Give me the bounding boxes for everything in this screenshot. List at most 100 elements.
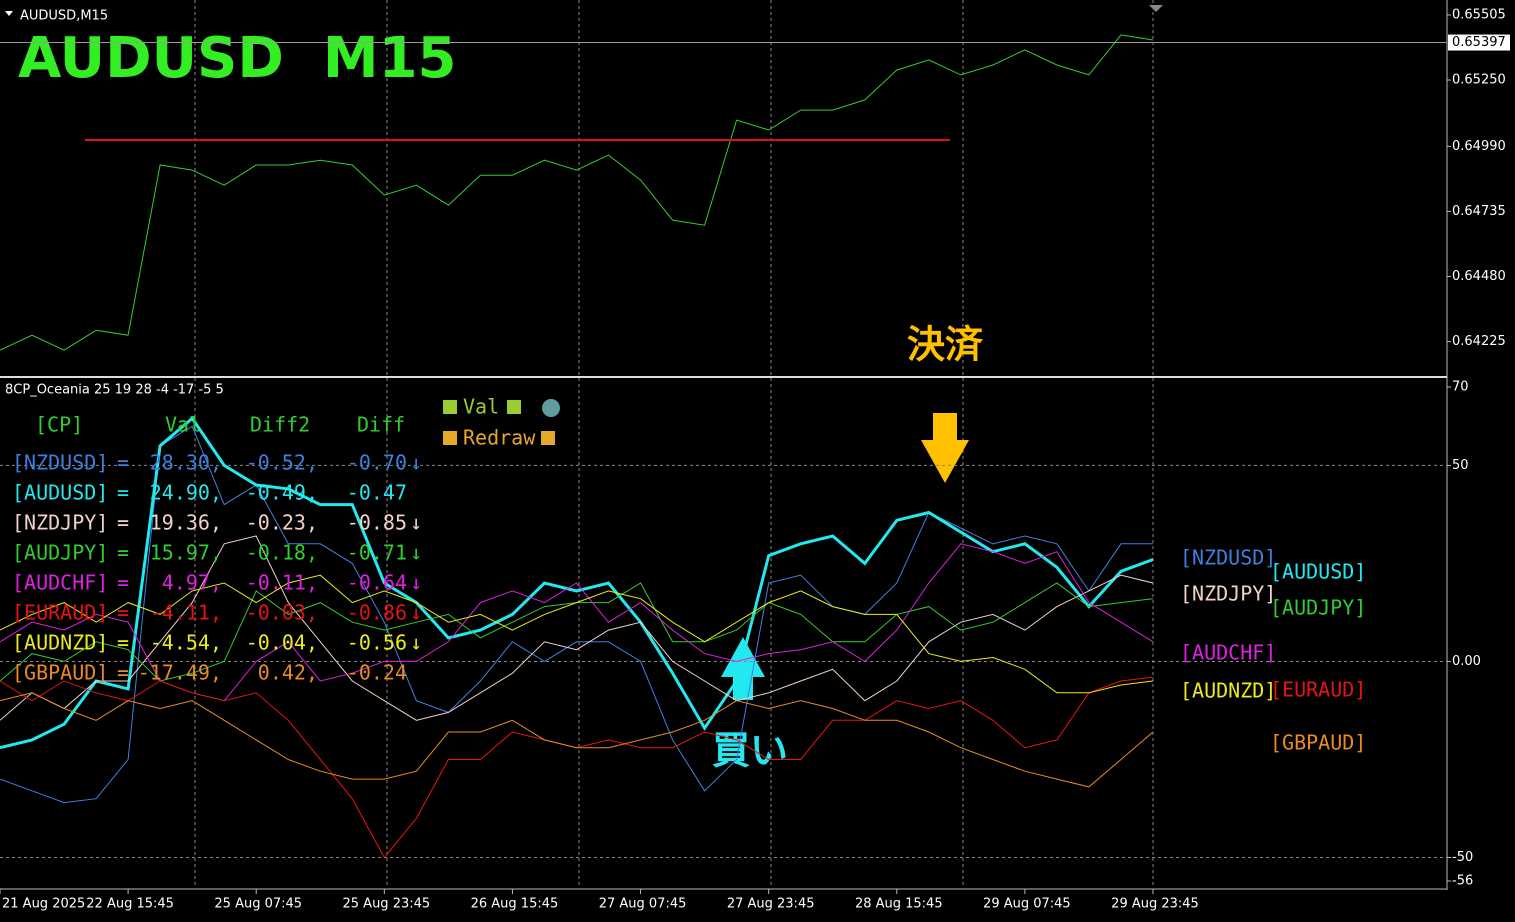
- table-diff: -0.86: [347, 601, 407, 625]
- y-tick-label: 0.64480: [1452, 269, 1506, 284]
- button-label[interactable]: Val: [463, 395, 499, 419]
- y-tick-label: 70: [1452, 380, 1469, 395]
- table-arrow: ↓: [410, 541, 422, 565]
- table-diff: -0.71: [347, 541, 407, 565]
- x-tick-label: 25 Aug 07:45: [214, 897, 302, 912]
- indicator-title: 8CP_Oceania 25 19 28 -4 -17 -5 5: [5, 383, 224, 398]
- x-tick-label: 29 Aug 07:45: [983, 897, 1071, 912]
- table-name: [AUDCHF]: [12, 571, 108, 595]
- table-name: [GBPAUD]: [12, 661, 108, 685]
- legend-entry: [NZDUSD]: [1180, 546, 1276, 570]
- legend-entry: [GBPAUD]: [1270, 731, 1366, 755]
- shift-marker: [1149, 5, 1163, 12]
- series-line: [0, 535, 1154, 721]
- table-name: [AUDNZD]: [12, 631, 108, 655]
- table-diff: -0.70: [347, 451, 407, 475]
- table-diff: -0.85: [347, 511, 407, 535]
- table-separator: =: [117, 631, 129, 655]
- table-diff: -0.56: [347, 631, 407, 655]
- legend-entry: [AUDCHF]: [1180, 641, 1276, 665]
- table-diff2: -0.11,: [246, 571, 318, 595]
- status-dot: [542, 399, 560, 417]
- table-separator: =: [117, 511, 129, 535]
- table-header: Diff2: [250, 413, 310, 437]
- table-arrow: ↓: [410, 571, 422, 595]
- menu-triangle[interactable]: [5, 11, 13, 16]
- button-icon: [507, 400, 521, 414]
- table-name: [AUDUSD]: [12, 481, 108, 505]
- table-diff: -0.47: [347, 481, 407, 505]
- current-price-box: [1448, 34, 1510, 51]
- y-tick-label: 0.64735: [1452, 204, 1506, 219]
- table-diff2: -0.03,: [246, 601, 318, 625]
- table-separator: =: [117, 601, 129, 625]
- y-tick-label: 0.64225: [1452, 334, 1506, 349]
- table-val: -4.54,: [150, 631, 222, 655]
- button-label[interactable]: Redraw: [463, 426, 536, 450]
- exit-arrow: [921, 413, 969, 483]
- legend-entry: [AUDUSD]: [1270, 560, 1366, 584]
- table-header: [CP]: [35, 413, 83, 437]
- x-tick-label: 22 Aug 15:45: [86, 897, 174, 912]
- table-separator: =: [117, 661, 129, 685]
- legend-entry: [NZDJPY]: [1180, 582, 1276, 606]
- table-diff: -0.64: [347, 571, 407, 595]
- legend-entry: [EURAUD]: [1270, 678, 1366, 702]
- table-val: 19.36,: [150, 511, 222, 535]
- y-tick-label: 0.64990: [1452, 139, 1506, 154]
- table-diff2: 0.42,: [258, 661, 318, 685]
- current-price-label: 0.65397: [1452, 35, 1506, 50]
- y-tick-label: 0.65505: [1452, 7, 1506, 22]
- table-name: [AUDJPY]: [12, 541, 108, 565]
- y-tick-label: 0.00: [1452, 654, 1481, 669]
- table-diff2: -0.49,: [246, 481, 318, 505]
- table-separator: =: [117, 571, 129, 595]
- series-line: [0, 574, 1154, 694]
- y-tick-label: -50: [1452, 850, 1473, 865]
- x-tick-label: 28 Aug 15:45: [855, 897, 943, 912]
- symbol-header: AUDUSD,M15: [20, 9, 108, 24]
- legend-entry: [AUDJPY]: [1270, 596, 1366, 620]
- x-tick-label: 27 Aug 23:45: [727, 897, 815, 912]
- button-icon: [443, 431, 457, 445]
- table-diff: -0.24: [347, 661, 407, 685]
- table-separator: =: [117, 481, 129, 505]
- series-line: [0, 425, 1153, 804]
- table-diff2: -0.18,: [246, 541, 318, 565]
- price-line: [0, 34, 1154, 351]
- y-tick-label: 0.65250: [1452, 73, 1506, 88]
- table-val: 28.30,: [150, 451, 222, 475]
- table-diff2: -0.52,: [246, 451, 318, 475]
- y-tick-label: -56: [1452, 874, 1473, 889]
- x-tick-label: 27 Aug 07:45: [599, 897, 687, 912]
- table-separator: =: [117, 541, 129, 565]
- button-icon: [541, 431, 555, 445]
- annotation: 買い: [712, 729, 788, 773]
- annotation: 決済: [907, 323, 984, 367]
- table-name: [NZDJPY]: [12, 511, 108, 535]
- table-val: 4.97,: [162, 571, 222, 595]
- buy-arrow: [721, 637, 765, 700]
- x-tick-label: 25 Aug 23:45: [343, 897, 431, 912]
- table-arrow: ↓: [410, 511, 422, 535]
- chart-title: AUDUSD M15: [18, 26, 457, 91]
- table-val: -17.49,: [138, 661, 222, 685]
- table-header: Diff: [357, 413, 405, 437]
- table-arrow: ↓: [410, 631, 422, 655]
- table-arrow: ↓: [410, 601, 422, 625]
- x-tick-label: 29 Aug 23:45: [1111, 897, 1199, 912]
- table-header: Val: [165, 413, 201, 437]
- table-separator: =: [117, 451, 129, 475]
- table-name: [NZDUSD]: [12, 451, 108, 475]
- button-icon: [443, 400, 457, 414]
- table-val: 15.97,: [150, 541, 222, 565]
- table-arrow: ↓: [410, 451, 422, 475]
- x-tick-label: 21 Aug 2025: [2, 897, 85, 912]
- table-diff2: -0.04,: [246, 631, 318, 655]
- table-diff2: -0.23,: [246, 511, 318, 535]
- table-name: [EURAUD]: [12, 601, 108, 625]
- legend-entry: [AUDNZD]: [1180, 679, 1276, 703]
- series-line: [0, 416, 1154, 750]
